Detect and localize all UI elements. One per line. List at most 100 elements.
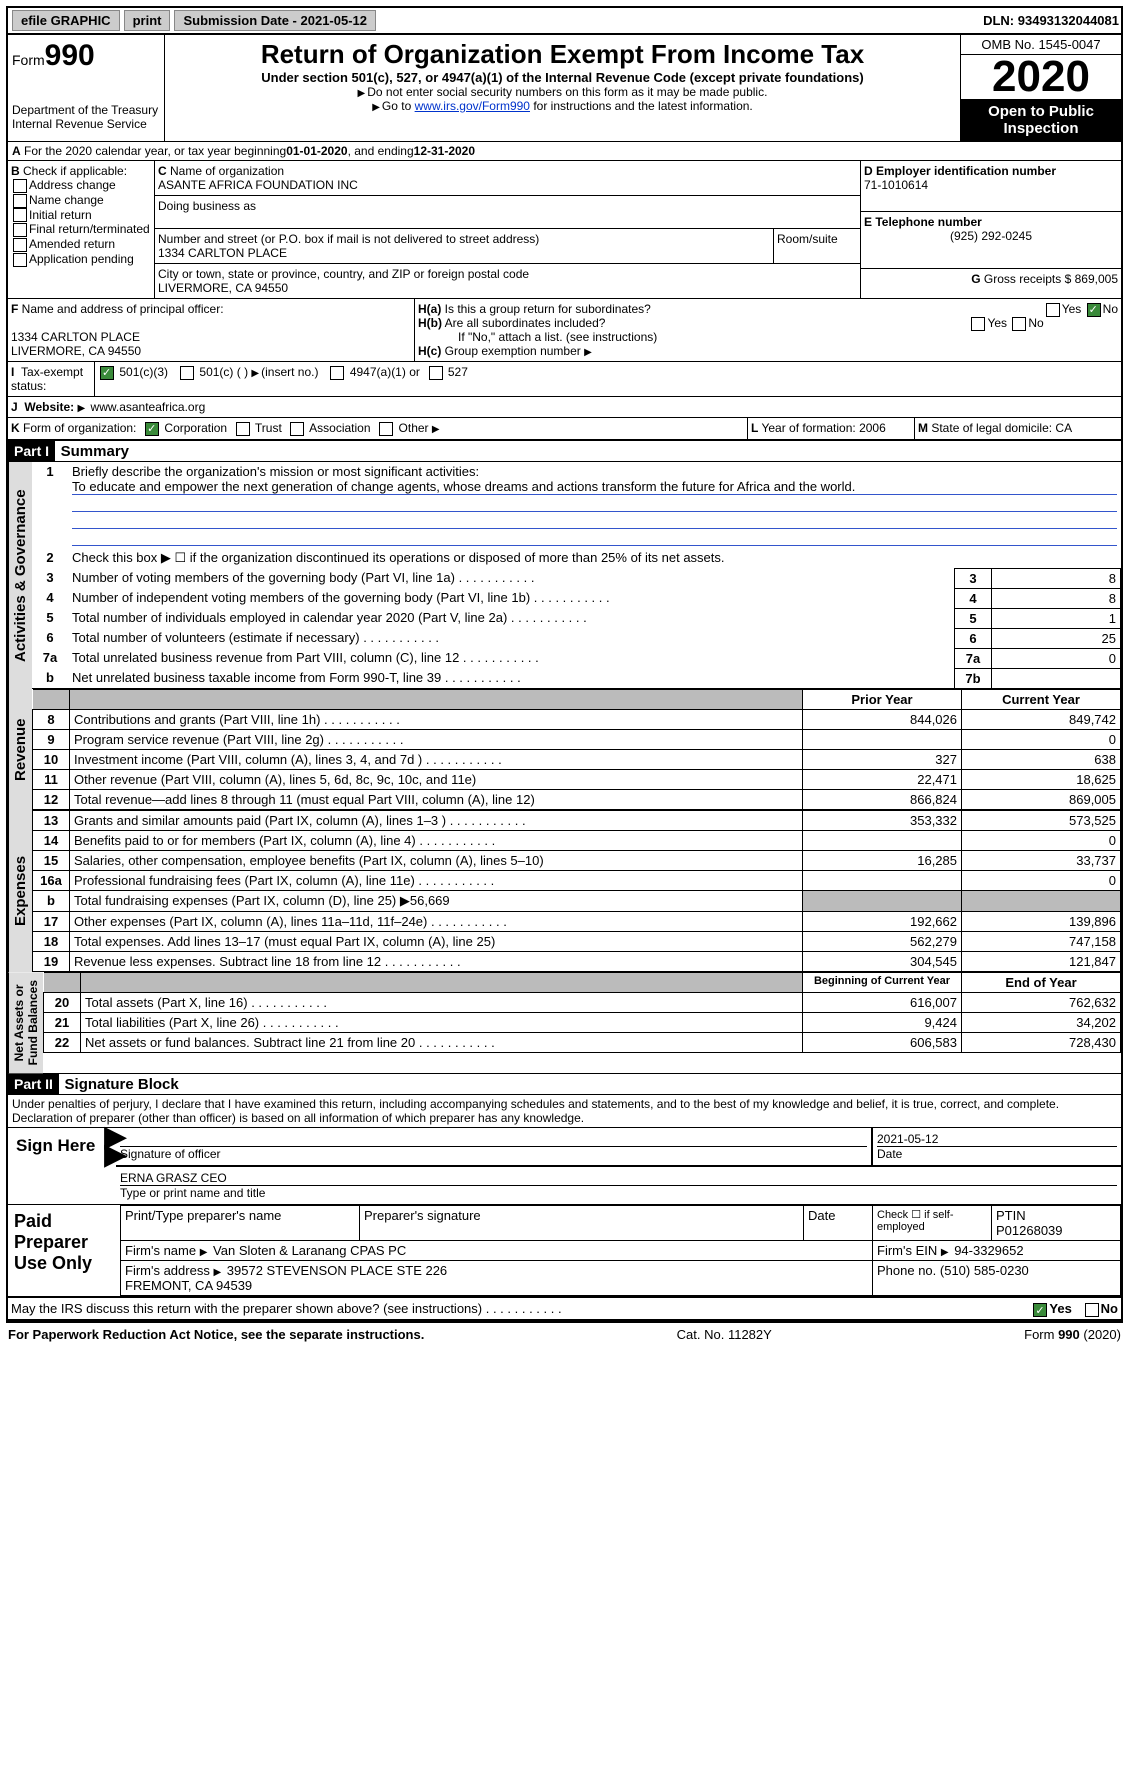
- firm-name: Firm's name Van Sloten & Laranang CPAS P…: [121, 1241, 873, 1261]
- firm-address: Firm's address 39572 STEVENSON PLACE STE…: [121, 1261, 873, 1296]
- line10: Investment income (Part VIII, column (A)…: [70, 749, 803, 769]
- officer-signature: Signature of officer: [116, 1128, 872, 1166]
- street-address: 1334 CARLTON PLACE: [158, 246, 287, 260]
- dln-label: DLN: 93493132044081: [983, 13, 1119, 28]
- other-check[interactable]: [379, 422, 393, 436]
- line16ac: 0: [962, 870, 1121, 890]
- website-value: www.asanteafrica.org: [91, 400, 206, 414]
- q6: Total number of volunteers (estimate if …: [68, 628, 955, 648]
- 501c3-check[interactable]: [100, 366, 114, 380]
- 4947-check[interactable]: [330, 366, 344, 380]
- line14c: 0: [962, 830, 1121, 850]
- q3: Number of voting members of the governin…: [68, 568, 955, 588]
- ha-no-check[interactable]: [1087, 303, 1101, 317]
- hb-yes-check[interactable]: [971, 317, 985, 331]
- line17c: 139,896: [962, 911, 1121, 931]
- q7a: Total unrelated business revenue from Pa…: [68, 648, 955, 668]
- section-b: B Check if applicable: Address change Na…: [8, 161, 155, 298]
- firm-ein: Firm's EIN 94-3329652: [873, 1241, 1121, 1261]
- 501c-check[interactable]: [180, 366, 194, 380]
- city-label: City or town, state or province, country…: [158, 267, 529, 281]
- line17p: 192,662: [803, 911, 962, 931]
- final-return-check[interactable]: [13, 223, 27, 237]
- preparer-date: Date: [804, 1206, 873, 1241]
- line15: Salaries, other compensation, employee b…: [70, 850, 803, 870]
- section-i-label: I Tax-exempt status:: [8, 362, 95, 396]
- q4: Number of independent voting members of …: [68, 588, 955, 608]
- line20p: 616,007: [803, 992, 962, 1012]
- section-j: J Website: www.asanteafrica.org: [8, 397, 1121, 417]
- efile-button[interactable]: efile GRAPHIC: [12, 10, 120, 31]
- v7b: [992, 668, 1121, 688]
- line11p: 22,471: [803, 769, 962, 789]
- line13: Grants and similar amounts paid (Part IX…: [70, 810, 803, 830]
- line18: Total expenses. Add lines 13–17 (must eq…: [70, 931, 803, 951]
- assoc-check[interactable]: [290, 422, 304, 436]
- section-f: F Name and address of principal officer:…: [8, 299, 415, 361]
- line22c: 728,430: [962, 1032, 1121, 1052]
- address-change-check[interactable]: [13, 179, 27, 193]
- name-change-check[interactable]: [13, 194, 27, 208]
- line8c: 849,742: [962, 709, 1121, 729]
- line21p: 9,424: [803, 1012, 962, 1032]
- line21c: 34,202: [962, 1012, 1121, 1032]
- line10p: 327: [803, 749, 962, 769]
- line8p: 844,026: [803, 709, 962, 729]
- sign-arrow-icon: ▶▶: [104, 1128, 116, 1204]
- section-l: L Year of formation: 2006: [748, 418, 915, 439]
- line22: Net assets or fund balances. Subtract li…: [81, 1032, 803, 1052]
- q1: Briefly describe the organization's miss…: [72, 464, 479, 479]
- form-number-box: Form990 Department of the Treasury Inter…: [8, 35, 165, 141]
- dept-label: Department of the Treasury Internal Reve…: [12, 103, 160, 131]
- officer-name-title: ERNA GRASZ CEO Type or print name and ti…: [116, 1166, 1121, 1204]
- 527-check[interactable]: [429, 366, 443, 380]
- v6: 25: [992, 628, 1121, 648]
- trust-check[interactable]: [236, 422, 250, 436]
- initial-return-check[interactable]: [13, 208, 27, 222]
- phone-value: (925) 292-0245: [864, 229, 1118, 243]
- line18c: 747,158: [962, 931, 1121, 951]
- amended-return-check[interactable]: [13, 238, 27, 252]
- preparer-signature: Preparer's signature: [360, 1206, 804, 1241]
- line20c: 762,632: [962, 992, 1121, 1012]
- addr-label: Number and street (or P.O. box if mail i…: [158, 232, 539, 246]
- ha-yes-check[interactable]: [1046, 303, 1060, 317]
- line15c: 33,737: [962, 850, 1121, 870]
- irs-link[interactable]: www.irs.gov/Form990: [415, 99, 530, 113]
- line16a: Professional fundraising fees (Part IX, …: [70, 870, 803, 890]
- form-body: Form990 Department of the Treasury Inter…: [6, 35, 1123, 1323]
- phone-label: E Telephone number: [864, 215, 982, 229]
- hb-no-check[interactable]: [1012, 317, 1026, 331]
- discuss-line: May the IRS discuss this return with the…: [8, 1298, 1121, 1321]
- line19: Revenue less expenses. Subtract line 18 …: [70, 951, 803, 971]
- perjury-text: Under penalties of perjury, I declare th…: [8, 1094, 1121, 1128]
- sign-here-label: Sign Here: [8, 1128, 104, 1204]
- line14p: [803, 830, 962, 850]
- ein-value: 71-1010614: [864, 178, 928, 192]
- v4: 8: [992, 588, 1121, 608]
- right-header-box: OMB No. 1545-0047 2020 Open to Public In…: [960, 35, 1121, 141]
- city-state-zip: LIVERMORE, CA 94550: [158, 281, 288, 295]
- q2: Check this box ▶ ☐ if the organization d…: [68, 548, 1121, 569]
- section-h: H(a) Is this a group return for subordin…: [415, 299, 1121, 361]
- application-pending-check[interactable]: [13, 253, 27, 267]
- discuss-yes-check[interactable]: [1033, 1303, 1047, 1317]
- expenses-side: Expenses: [8, 810, 32, 972]
- discuss-no-check[interactable]: [1085, 1303, 1099, 1317]
- cat-no: Cat. No. 11282Y: [677, 1327, 772, 1342]
- v7a: 0: [992, 648, 1121, 668]
- print-button[interactable]: print: [124, 10, 171, 31]
- tax-year: 2020: [961, 55, 1121, 99]
- end-year-header: End of Year: [962, 972, 1121, 992]
- line9: Program service revenue (Part VIII, line…: [70, 729, 803, 749]
- submission-date-button[interactable]: Submission Date - 2021-05-12: [174, 10, 376, 31]
- ptin-cell: PTINP01268039: [992, 1206, 1121, 1241]
- self-employed-check[interactable]: Check ☐ if self-employed: [873, 1206, 992, 1241]
- line8: Contributions and grants (Part VIII, lin…: [70, 709, 803, 729]
- page-footer: For Paperwork Reduction Act Notice, see …: [6, 1323, 1123, 1346]
- current-year-header: Current Year: [962, 689, 1121, 709]
- org-name: ASANTE AFRICA FOUNDATION INC: [158, 178, 358, 192]
- corp-check[interactable]: [145, 422, 159, 436]
- form-footer: Form 990 (2020): [1024, 1327, 1121, 1342]
- line9c: 0: [962, 729, 1121, 749]
